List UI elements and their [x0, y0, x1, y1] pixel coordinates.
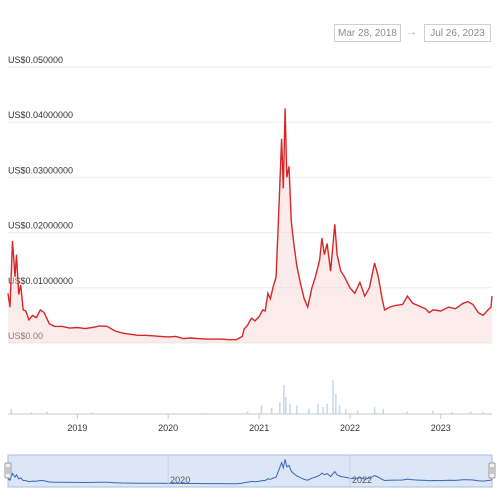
- x-tick-label: 2019: [67, 423, 87, 433]
- volume-bar: [289, 403, 291, 414]
- volume-bar: [482, 412, 484, 414]
- volume-bar: [317, 403, 319, 414]
- volume-bar: [451, 411, 453, 414]
- volume-bar: [285, 397, 287, 414]
- gridlines: [8, 66, 492, 344]
- volume-bar: [10, 408, 13, 414]
- x-tick-label: 2020: [158, 423, 178, 433]
- volume-bar: [260, 405, 263, 414]
- navigator-tick-label: 2020: [170, 475, 190, 485]
- price-area-fill: [8, 108, 492, 344]
- volume-bar: [279, 402, 281, 414]
- volume-bar: [205, 412, 207, 414]
- navigator-handle-left[interactable]: [4, 462, 12, 479]
- volume-bar: [295, 405, 298, 414]
- y-tick-label: US$0.04000000: [8, 110, 73, 120]
- x-axis-labels: 2019 2020 2021 2022 2023: [67, 414, 451, 433]
- navigator-tick-label: 2022: [352, 475, 372, 485]
- volume-bar: [382, 408, 385, 414]
- volume-bar: [335, 393, 337, 414]
- volume-bar: [469, 411, 472, 414]
- volume-bar: [46, 411, 48, 414]
- price-line: [7, 108, 493, 341]
- y-tick-label: US$0.050000: [8, 55, 63, 65]
- volume-bar: [332, 380, 334, 414]
- volume-bar: [432, 410, 434, 414]
- volume-bar: [344, 408, 347, 414]
- volume-bars: [10, 380, 484, 414]
- x-tick-label: 2021: [249, 423, 269, 433]
- volume-bar: [246, 411, 249, 414]
- volume-bar: [326, 403, 328, 414]
- volume-bar: [30, 412, 33, 414]
- y-tick-label: US$0.00: [8, 331, 43, 341]
- navigator-handle-right[interactable]: [488, 462, 496, 479]
- volume-bar: [373, 407, 376, 414]
- navigator[interactable]: 2020 2022: [4, 454, 496, 488]
- y-tick-label: US$0.01000000: [8, 276, 73, 286]
- y-axis-labels: US$0.050000 US$0.04000000 US$0.03000000 US$…: [8, 55, 73, 341]
- volume-bar: [283, 385, 285, 414]
- volume-bar: [270, 407, 273, 414]
- volume-bar: [338, 405, 341, 414]
- volume-bar: [91, 412, 93, 414]
- volume-bar: [356, 410, 359, 414]
- date-to-input[interactable]: Jul 26, 2023: [424, 24, 491, 42]
- y-tick-label: US$0.03000000: [8, 165, 73, 175]
- volume-bar: [406, 411, 409, 414]
- x-tick-label: 2023: [431, 423, 451, 433]
- date-arrow-icon: →: [406, 26, 417, 38]
- x-tick-label: 2022: [340, 423, 360, 433]
- y-tick-label: US$0.02000000: [8, 221, 73, 231]
- navigator-line: [7, 459, 493, 485]
- volume-bar: [322, 407, 324, 414]
- date-from-input[interactable]: Mar 28, 2018: [334, 24, 401, 42]
- volume-bar: [308, 408, 310, 414]
